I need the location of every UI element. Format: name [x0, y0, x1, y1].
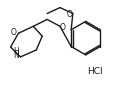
Text: O: O [10, 28, 16, 37]
Text: HCl: HCl [87, 67, 102, 76]
Text: H: H [13, 47, 19, 56]
Text: N: N [13, 51, 19, 60]
Text: O: O [59, 23, 65, 32]
Text: O: O [67, 10, 73, 19]
